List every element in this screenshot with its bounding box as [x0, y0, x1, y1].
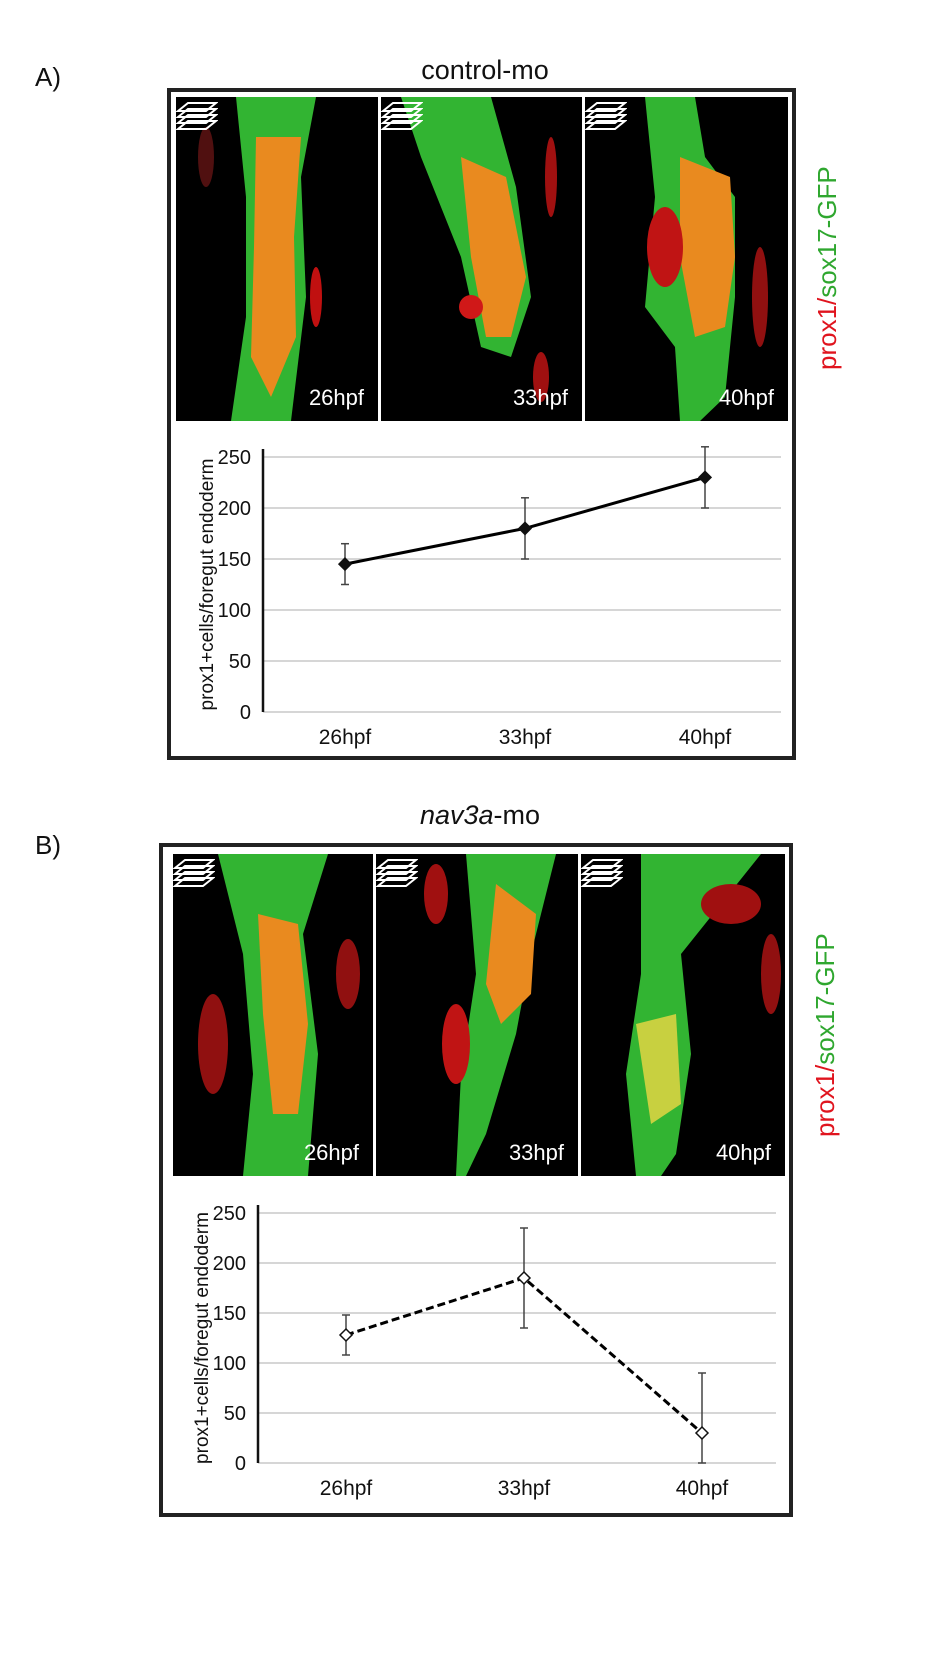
micrograph-a-40hpf-image: [645, 97, 768, 421]
micrograph-b-33hpf-image: [424, 854, 556, 1176]
legend-prox1: prox1: [810, 1071, 840, 1137]
y-tick-label: 200: [218, 498, 251, 520]
stain-legend-b: prox1/sox17-GFP: [810, 933, 841, 1137]
micrograph-b-33hpf: 33hpf: [376, 854, 578, 1176]
x-tick-label: 33hpf: [499, 726, 552, 749]
y-tick-label: 150: [213, 1303, 246, 1325]
panel-letter-a: A): [35, 62, 61, 92]
y-axis-label: prox1+cells/foregut endoderm: [197, 459, 218, 711]
legend-sox17-gfp: sox17-GFP: [812, 166, 842, 298]
y-tick-label: 200: [213, 1253, 246, 1275]
y-tick-label: 250: [218, 447, 251, 469]
data-point: [697, 470, 713, 485]
data-point: [337, 557, 353, 572]
micrograph-b-40hpf: 40hpf: [581, 854, 785, 1176]
y-tick-label: 50: [224, 1403, 246, 1425]
timepoint-label: 40hpf: [715, 1140, 771, 1165]
y-tick-label: 0: [240, 702, 251, 724]
x-tick-label: 26hpf: [320, 1477, 373, 1500]
y-tick-label: 150: [218, 549, 251, 571]
z-stack-icon: [581, 859, 623, 887]
panel-title-b: nav3a-mo: [330, 800, 630, 831]
panel-letter-b: B): [35, 830, 61, 860]
z-stack-icon: [176, 102, 218, 130]
y-tick-label: 0: [235, 1453, 246, 1475]
micrograph-b-26hpf: 26hpf: [173, 854, 373, 1176]
x-tick-label: 33hpf: [498, 1477, 551, 1500]
micrograph-a-26hpf-image: [198, 97, 322, 421]
z-stack-icon: [173, 859, 215, 887]
data-point: [517, 521, 533, 536]
stain-legend-a: prox1/sox17-GFP: [812, 166, 843, 370]
y-tick-label: 100: [218, 600, 251, 622]
x-tick-label: 26hpf: [319, 726, 372, 749]
data-point: [516, 1270, 532, 1286]
panel-title-b-gene: nav3a: [419, 800, 494, 830]
y-axis-label: prox1+cells/foregut endoderm: [192, 1212, 213, 1464]
micrograph-a-40hpf: 40hpf: [585, 97, 788, 421]
legend-sox17-gfp: sox17-GFP: [810, 933, 840, 1065]
panel-title-a: control-mo: [335, 55, 635, 86]
x-tick-label: 40hpf: [676, 1477, 729, 1500]
legend-prox1: prox1: [812, 304, 842, 370]
panel-title-b-suffix: -mo: [493, 800, 541, 830]
z-stack-icon: [585, 102, 627, 130]
y-tick-label: 250: [213, 1203, 246, 1225]
data-point: [338, 1327, 354, 1343]
y-tick-label: 50: [229, 651, 251, 673]
timepoint-label: 33hpf: [512, 385, 568, 410]
panel-title-a-text: control-mo: [421, 55, 549, 85]
legend-slash: /: [810, 1064, 840, 1072]
timepoint-label: 26hpf: [308, 385, 364, 410]
timepoint-label: 33hpf: [508, 1140, 564, 1165]
micrograph-a-26hpf: 26hpf: [176, 97, 378, 421]
z-stack-icon: [376, 859, 418, 887]
data-point: [694, 1425, 710, 1441]
timepoint-label: 26hpf: [303, 1140, 359, 1165]
micrograph-b-26hpf-image: [198, 854, 360, 1176]
legend-slash: /: [812, 297, 842, 305]
micrograph-a-33hpf: 33hpf: [381, 97, 582, 421]
timepoint-label: 40hpf: [718, 385, 774, 410]
z-stack-icon: [381, 102, 423, 130]
y-tick-label: 100: [213, 1353, 246, 1375]
x-tick-label: 40hpf: [679, 726, 732, 749]
micrograph-b-40hpf-image: [626, 854, 781, 1176]
micrograph-a-33hpf-image: [401, 97, 557, 402]
